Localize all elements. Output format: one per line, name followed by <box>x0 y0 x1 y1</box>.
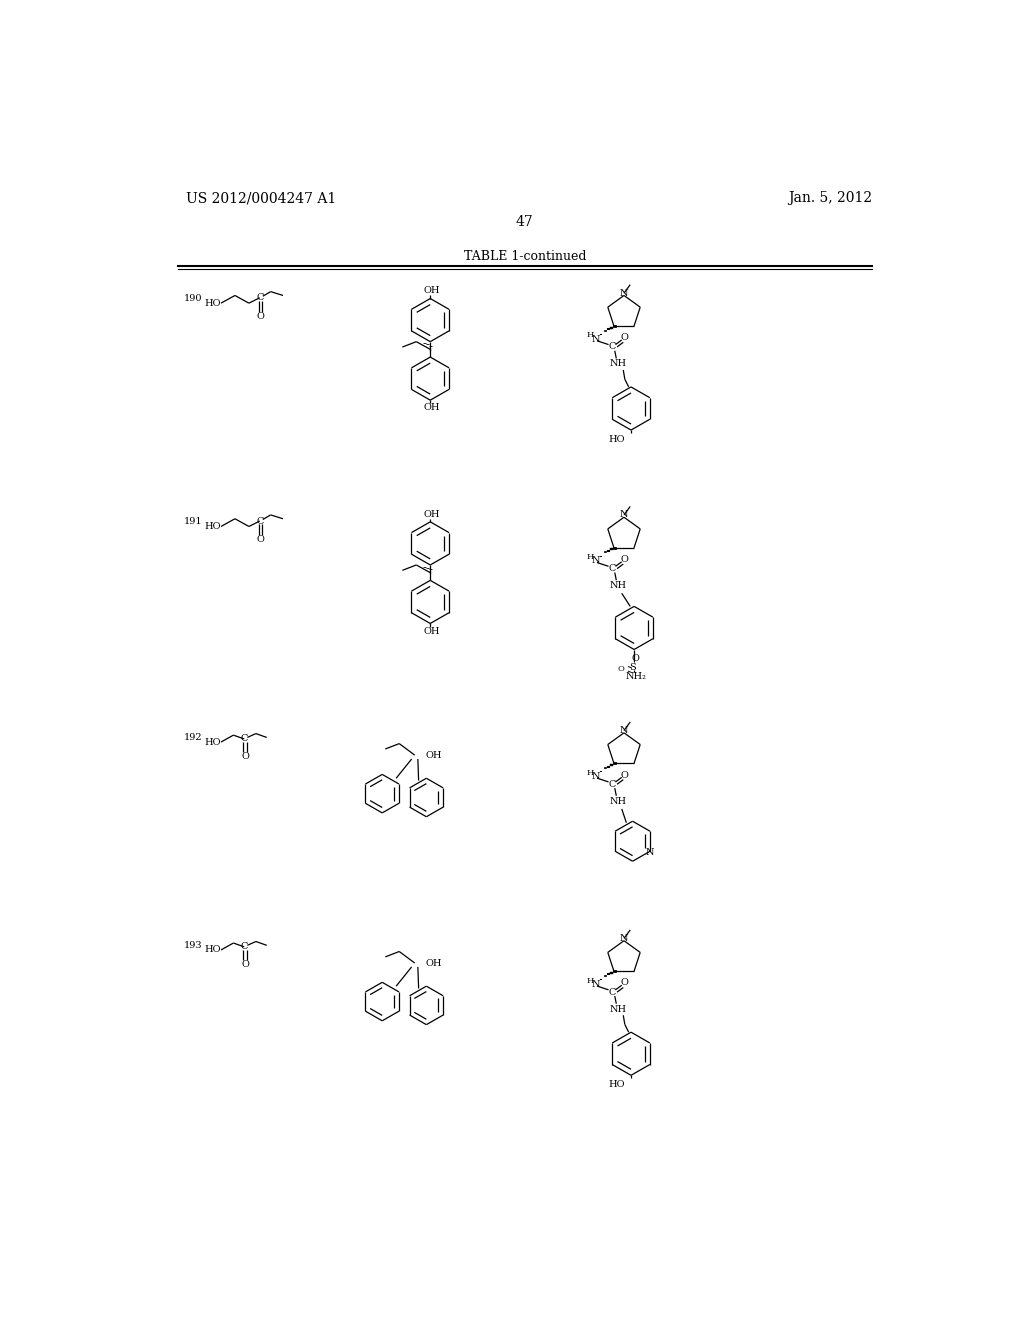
Text: S: S <box>629 664 636 672</box>
Text: 47: 47 <box>516 215 534 228</box>
Text: OH: OH <box>426 751 442 759</box>
Text: NH: NH <box>610 581 627 590</box>
Text: US 2012/0004247 A1: US 2012/0004247 A1 <box>186 191 336 206</box>
Text: O: O <box>257 312 264 321</box>
Text: C: C <box>241 734 248 743</box>
Text: C: C <box>608 342 616 351</box>
Text: OH: OH <box>424 286 440 296</box>
Text: H: H <box>587 331 594 339</box>
Text: N: N <box>620 935 629 942</box>
Text: H: H <box>587 977 594 985</box>
Text: HO: HO <box>205 298 221 308</box>
Text: HO: HO <box>205 945 221 954</box>
Text: O: O <box>621 554 629 564</box>
Text: N: N <box>592 335 600 343</box>
Text: O: O <box>621 771 629 780</box>
Text: 190: 190 <box>183 294 203 304</box>
Text: 192: 192 <box>183 733 203 742</box>
Text: N: N <box>620 511 629 519</box>
Text: C: C <box>608 564 616 573</box>
Text: N: N <box>592 979 600 989</box>
Text: NH: NH <box>610 359 627 368</box>
Text: N: N <box>620 726 629 735</box>
Text: O: O <box>257 535 264 544</box>
Text: H: H <box>587 553 594 561</box>
Text: C: C <box>241 942 248 952</box>
Text: N: N <box>646 849 654 857</box>
Text: OH: OH <box>426 958 442 968</box>
Text: HO: HO <box>205 738 221 747</box>
Text: O: O <box>617 665 625 673</box>
Text: C: C <box>608 987 616 997</box>
Text: N: N <box>592 557 600 565</box>
Text: HO: HO <box>205 521 221 531</box>
Text: N: N <box>620 289 629 297</box>
Text: O: O <box>632 655 640 663</box>
Text: OH: OH <box>424 510 440 519</box>
Text: Jan. 5, 2012: Jan. 5, 2012 <box>787 191 872 206</box>
Text: OH: OH <box>424 627 440 636</box>
Text: OH: OH <box>424 404 440 412</box>
Text: O: O <box>241 960 249 969</box>
Text: C: C <box>256 516 263 525</box>
Text: TABLE 1-continued: TABLE 1-continued <box>464 251 586 264</box>
Text: O: O <box>621 333 629 342</box>
Text: N: N <box>592 772 600 781</box>
Text: 193: 193 <box>183 941 203 950</box>
Text: C: C <box>608 780 616 789</box>
Text: NH: NH <box>610 1005 627 1014</box>
Text: C: C <box>256 293 263 302</box>
Text: NH₂: NH₂ <box>626 672 646 681</box>
Text: 191: 191 <box>183 517 203 527</box>
Text: O: O <box>241 752 249 762</box>
Text: NH: NH <box>610 797 627 805</box>
Text: HO: HO <box>608 1080 625 1089</box>
Text: H: H <box>587 768 594 776</box>
Text: O: O <box>621 978 629 987</box>
Text: HO: HO <box>608 434 625 444</box>
